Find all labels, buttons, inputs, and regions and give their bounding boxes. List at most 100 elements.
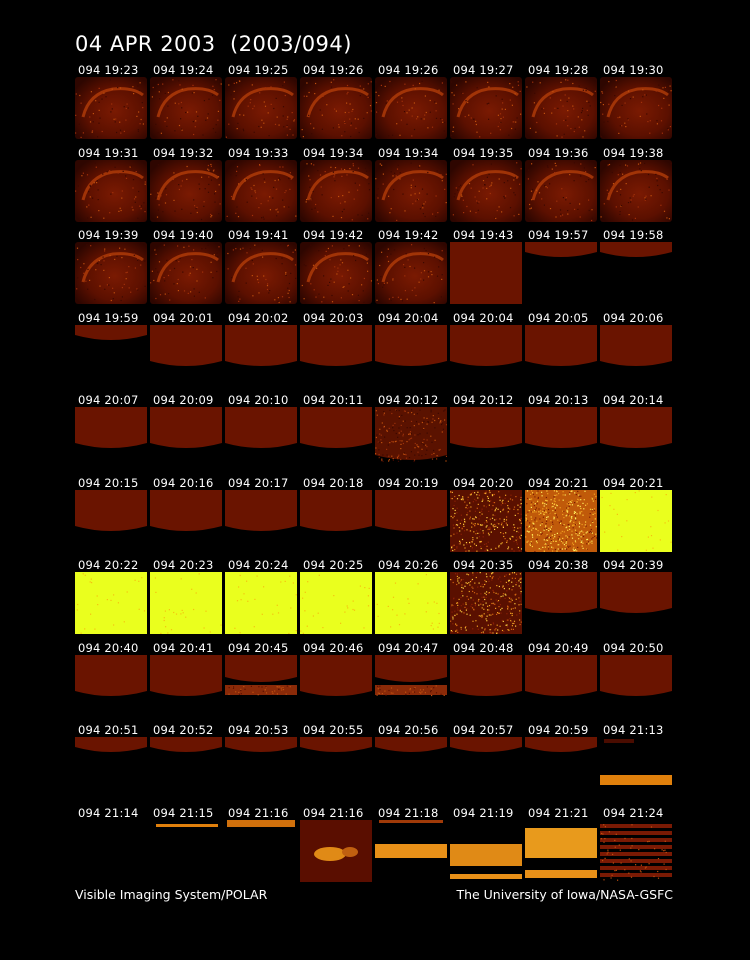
image-frame-cell: 094 20:48	[450, 641, 522, 724]
frame-timestamp: 094 20:10	[228, 393, 289, 407]
frame-image-graphic	[150, 489, 222, 531]
frame-image	[75, 324, 147, 387]
frame-image	[300, 654, 372, 717]
image-frame-cell: 094 20:39	[600, 558, 672, 641]
frame-image	[525, 407, 597, 469]
image-frame-cell: 094 20:03	[300, 311, 372, 394]
frame-image	[150, 572, 222, 634]
image-frame-cell: 094 20:53	[225, 723, 297, 806]
frame-image-graphic	[525, 242, 597, 257]
frame-image-graphic	[600, 242, 672, 257]
frame-image	[600, 572, 672, 634]
frame-image	[225, 737, 297, 799]
image-frame-cell: 094 19:25	[225, 63, 297, 146]
image-frame-cell: 094 20:09	[150, 393, 222, 476]
frame-timestamp: 094 19:43	[453, 228, 514, 242]
frame-timestamp: 094 20:59	[528, 723, 589, 737]
image-frame-cell: 094 20:21	[525, 476, 597, 559]
page-title: 04 APR 2003 (2003/094)	[75, 32, 352, 56]
frame-timestamp: 094 19:31	[78, 145, 139, 160]
image-frame-cell: 094 19:38	[600, 146, 672, 229]
frame-timestamp: 094 20:12	[453, 393, 514, 407]
frame-image	[75, 654, 147, 717]
frame-image-graphic	[150, 159, 222, 222]
frame-image	[375, 324, 447, 387]
frame-image	[600, 819, 672, 882]
frame-timestamp: 094 19:33	[228, 145, 289, 160]
image-frame-cell: 094 20:22	[75, 558, 147, 641]
footer-instrument-credit: Visible Imaging System/POLAR	[75, 887, 268, 902]
frame-timestamp: 094 19:26	[303, 63, 364, 77]
frame-image	[225, 242, 297, 304]
frame-image	[150, 819, 222, 882]
frame-image-graphic	[450, 737, 522, 752]
frame-timestamp: 094 20:07	[78, 393, 139, 407]
frame-timestamp: 094 19:35	[453, 145, 514, 160]
frame-timestamp: 094 21:19	[453, 805, 514, 820]
frame-image-graphic	[600, 572, 672, 613]
image-frame-cell: 094 19:34	[375, 146, 447, 229]
frame-image-graphic	[300, 77, 372, 139]
frame-image-graphic	[600, 823, 672, 881]
frame-image	[525, 489, 597, 552]
frame-timestamp: 094 20:38	[528, 558, 589, 572]
frame-image	[150, 654, 222, 717]
frame-image	[300, 489, 372, 552]
image-frame-cell: 094 20:56	[375, 723, 447, 806]
frame-image-graphic	[525, 407, 597, 448]
frame-image-graphic	[75, 242, 147, 304]
frame-image	[375, 819, 447, 882]
frame-image	[75, 572, 147, 634]
frame-image	[225, 324, 297, 387]
frame-timestamp: 094 21:21	[528, 805, 589, 820]
frame-image	[375, 407, 447, 469]
image-frame-cell: 094 19:31	[75, 146, 147, 229]
image-frame-cell: 094 19:42	[375, 228, 447, 311]
frame-image	[525, 654, 597, 717]
frame-image-graphic	[150, 242, 222, 304]
image-frame-cell: 094 19:35	[450, 146, 522, 229]
image-frame-cell: 094 19:28	[525, 63, 597, 146]
frame-image	[75, 407, 147, 469]
image-frame-cell: 094 20:05	[525, 311, 597, 394]
image-frame-cell: 094 20:52	[150, 723, 222, 806]
frame-timestamp: 094 20:46	[303, 640, 364, 655]
frame-timestamp: 094 19:41	[228, 228, 289, 242]
frame-timestamp: 094 20:49	[528, 640, 589, 655]
frame-timestamp: 094 20:06	[603, 310, 664, 325]
frame-timestamp: 094 20:21	[528, 475, 589, 490]
image-frame-cell: 094 21:24	[600, 806, 672, 889]
frame-timestamp: 094 20:16	[153, 475, 214, 490]
frame-image	[600, 324, 672, 387]
frame-image-graphic	[150, 737, 222, 752]
image-frame-cell: 094 20:19	[375, 476, 447, 559]
frame-timestamp: 094 19:25	[228, 63, 289, 77]
image-frame-cell: 094 19:59	[75, 311, 147, 394]
image-frame-cell: 094 21:14	[75, 806, 147, 889]
frame-image	[300, 737, 372, 799]
image-frame-cell: 094 20:38	[525, 558, 597, 641]
frame-image	[525, 737, 597, 799]
frame-timestamp: 094 20:04	[378, 310, 439, 325]
image-frame-cell: 094 20:02	[225, 311, 297, 394]
frame-image-graphic	[225, 77, 297, 139]
frame-image	[450, 489, 522, 552]
frame-image-graphic	[225, 407, 297, 448]
frame-timestamp: 094 21:16	[228, 805, 289, 820]
frame-image	[75, 819, 147, 882]
frame-image-graphic	[525, 489, 597, 552]
frame-image	[225, 572, 297, 634]
frame-image-graphic	[150, 572, 222, 634]
frame-image-graphic	[300, 324, 372, 366]
frame-image	[75, 242, 147, 304]
frame-image-graphic	[600, 654, 672, 696]
frame-image-graphic	[300, 489, 372, 531]
frame-timestamp: 094 20:02	[228, 310, 289, 325]
image-row: 094 20:40 094 20:41 094 20:45 094 20:46 094 …	[75, 641, 675, 724]
image-frame-cell: 094 20:45	[225, 641, 297, 724]
frame-image-graphic	[375, 324, 447, 366]
frame-image-graphic	[300, 819, 372, 882]
frame-image-graphic	[150, 407, 222, 448]
frame-image-graphic	[75, 654, 147, 696]
frame-image-graphic	[450, 654, 522, 696]
